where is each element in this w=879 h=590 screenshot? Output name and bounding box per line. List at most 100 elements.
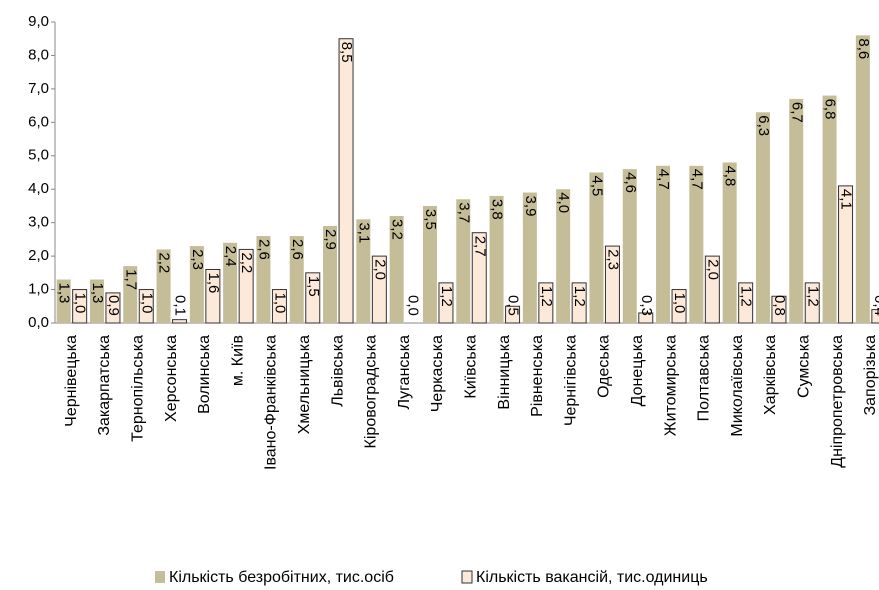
value-label: 2,3 [189, 249, 206, 270]
bar [138, 289, 154, 324]
x-tick-label: м. Київ [229, 335, 246, 386]
value-label: 3,8 [489, 199, 506, 220]
value-label: 1,7 [122, 269, 139, 290]
value-label: 2,4 [222, 246, 239, 267]
value-label: 6,7 [788, 102, 805, 123]
legend-swatch [155, 571, 165, 583]
x-tick-label: Житомирська [662, 335, 679, 436]
x-tick-label: Черкаська [429, 335, 446, 412]
x-tick-label: Хмельницька [296, 335, 313, 434]
bar [89, 279, 104, 323]
value-label: 1,0 [671, 293, 688, 314]
bar [205, 268, 221, 324]
x-tick-label: Тернопільська [129, 335, 146, 442]
value-label: 0,8 [771, 295, 788, 316]
x-tick-label: Закарпатська [96, 335, 113, 436]
value-label: 0,0 [405, 295, 422, 316]
x-tick-label: Рівненська [529, 335, 546, 417]
value-label: 1,2 [438, 286, 455, 307]
bar [789, 98, 804, 323]
value-label: 3,7 [455, 202, 472, 223]
value-label: 1,3 [89, 283, 106, 304]
bar [356, 219, 371, 323]
y-tick-label: 6,0 [28, 113, 49, 130]
value-label: 6,8 [822, 99, 839, 120]
value-label: 0,3 [638, 295, 655, 316]
value-label: 6,3 [755, 115, 772, 136]
x-tick-label: Кіровоградська [363, 335, 380, 449]
x-tick-label: Дніпропетровська [829, 335, 846, 468]
legend-label: Кількість безробітних, тис.осіб [169, 569, 394, 586]
value-label: 0,9 [105, 295, 122, 316]
bar [238, 248, 254, 324]
bar [704, 255, 720, 324]
x-tick-label: Миколаївська [729, 335, 746, 437]
bar [804, 282, 820, 324]
bar [289, 236, 304, 323]
x-tick-label: Івано-Франківська [263, 335, 280, 470]
value-label: 2,6 [289, 239, 306, 260]
legend-label: Кількість вакансій, тис.одиниць [476, 569, 708, 586]
y-tick-label: 8,0 [28, 46, 49, 63]
value-label: 1,3 [56, 283, 73, 304]
value-label: 3,2 [389, 219, 406, 240]
bar [456, 199, 471, 323]
bar [438, 282, 454, 324]
value-label: 2,2 [156, 252, 173, 273]
value-label: 1,2 [804, 286, 821, 307]
value-label: 3,1 [355, 222, 372, 243]
x-tick-label: Київська [462, 335, 479, 399]
bar [838, 185, 854, 324]
y-tick-label: 7,0 [28, 80, 49, 97]
bar [172, 319, 188, 324]
y-tick-label: 4,0 [28, 180, 49, 197]
bar [305, 272, 321, 324]
x-tick-label: Донецька [629, 335, 646, 407]
value-label: 2,9 [322, 229, 339, 250]
bar [571, 282, 587, 324]
value-label: 1,0 [72, 293, 89, 314]
y-tick-label: 3,0 [28, 214, 49, 231]
x-tick-label: Чернівецька [63, 335, 80, 427]
y-tick-label: 1,0 [28, 281, 49, 298]
value-label: 0,1 [172, 295, 189, 316]
bar [638, 312, 654, 324]
bar [123, 266, 138, 323]
value-label: 1,2 [571, 286, 588, 307]
x-tick-label: Полтавська [696, 335, 713, 421]
value-label: 4,5 [588, 176, 605, 197]
bar [471, 232, 487, 324]
bar [72, 289, 88, 324]
bar [556, 189, 571, 323]
bar [505, 305, 521, 324]
bar [589, 172, 604, 323]
value-label: 1,0 [271, 293, 288, 314]
x-tick-label: Одеська [596, 335, 613, 398]
bar [656, 165, 671, 323]
y-tick-label: 0,0 [28, 314, 49, 331]
x-tick-label: Львівська [329, 335, 346, 407]
value-label: 0,4 [871, 295, 879, 316]
bar [604, 245, 620, 324]
value-label: 1,2 [738, 286, 755, 307]
value-label: 2,0 [371, 259, 388, 280]
y-tick-label: 5,0 [28, 147, 49, 164]
bar [256, 236, 271, 323]
bar [771, 295, 787, 324]
x-tick-label: Херсонська [163, 335, 180, 422]
x-tick-label: Сумська [795, 335, 812, 398]
bar [105, 292, 121, 324]
value-label: 4,0 [555, 192, 572, 213]
bar [522, 192, 537, 323]
value-label: 2,7 [471, 236, 488, 257]
bar [56, 279, 71, 323]
bar [156, 249, 171, 323]
value-label: 3,5 [422, 209, 439, 230]
bar [671, 289, 687, 324]
legend-swatch [461, 570, 473, 584]
bar [822, 95, 837, 323]
x-tick-label: Луганська [396, 335, 413, 410]
value-label: 8,6 [855, 38, 872, 59]
y-tick-label: 9,0 [28, 13, 49, 30]
bar [855, 35, 870, 323]
